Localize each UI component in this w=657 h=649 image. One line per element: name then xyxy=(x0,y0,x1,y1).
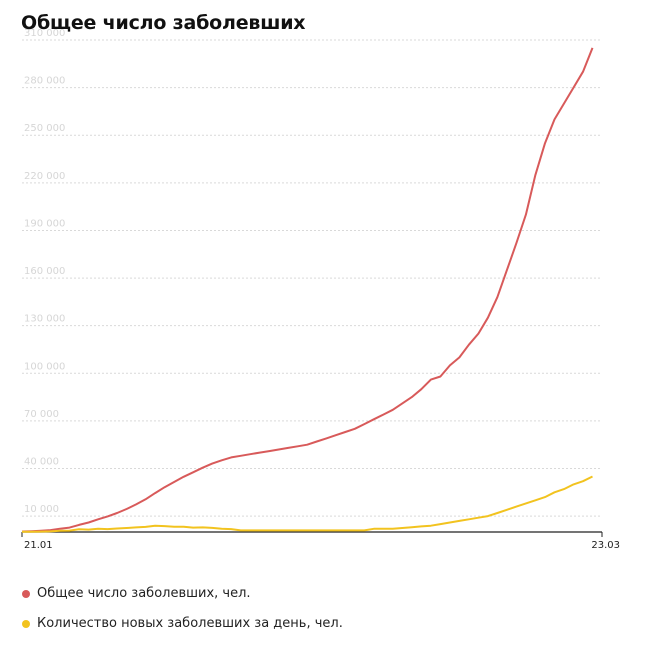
legend-label-total: Общее число заболевших, чел. xyxy=(37,586,251,601)
series-lines xyxy=(21,47,594,533)
y-tick-label: 70 000 xyxy=(24,409,59,420)
y-tick-label: 100 000 xyxy=(24,361,65,372)
grid-lines xyxy=(22,39,602,517)
chart-title: Общее число заболевших xyxy=(21,12,306,34)
y-tick-label: 40 000 xyxy=(24,457,59,468)
y-tick-label: 130 000 xyxy=(24,314,65,325)
y-tick-label: 160 000 xyxy=(24,266,65,277)
y-tick-label: 250 000 xyxy=(24,123,65,134)
x-tick-label: 21.01 xyxy=(24,540,53,551)
y-tick-label: 190 000 xyxy=(24,218,65,229)
x-tick-label: 23.03 xyxy=(591,540,620,551)
series-line-total xyxy=(21,47,594,533)
legend-item-total: Общее число заболевших, чел. xyxy=(22,586,251,601)
series-line-daily xyxy=(22,475,593,533)
legend-item-daily: Количество новых заболевших за день, чел… xyxy=(22,616,343,631)
legend-dot-yellow-icon xyxy=(22,619,30,628)
x-axis-ticks: 21.01 23.03 xyxy=(21,532,620,551)
y-tick-label: 10 000 xyxy=(24,504,59,515)
y-tick-label: 280 000 xyxy=(24,76,65,87)
legend-label-daily: Количество новых заболевших за день, чел… xyxy=(37,616,343,631)
y-tick-label: 310 000 xyxy=(24,28,65,39)
y-axis-ticks: 10 000 40 000 70 000 100 000 130 000 160 000 1… xyxy=(24,28,65,515)
legend-dot-red-icon xyxy=(22,589,30,598)
y-tick-label: 220 000 xyxy=(24,171,65,182)
